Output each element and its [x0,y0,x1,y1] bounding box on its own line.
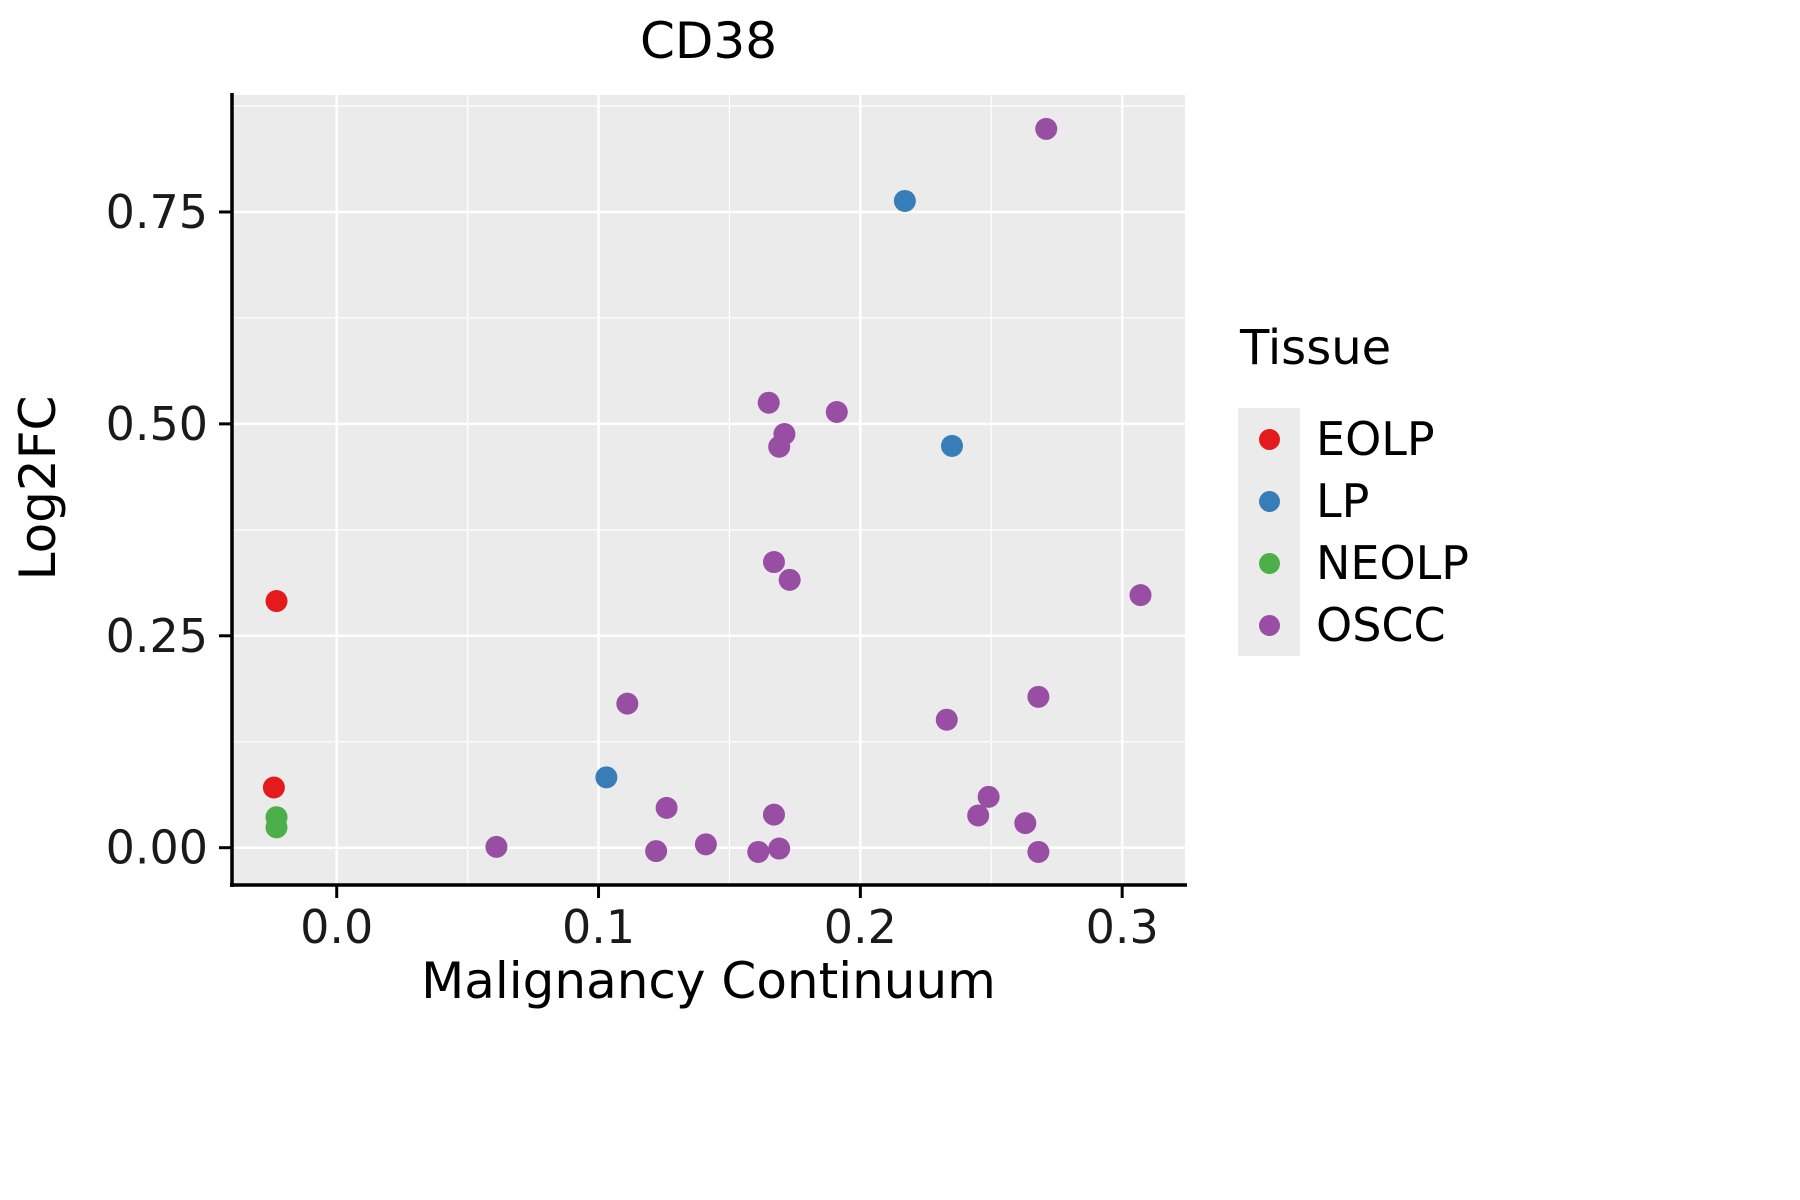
y-tick-label: 0.75 [106,185,208,239]
legend-key [1238,408,1300,470]
data-point-oscc [773,423,796,446]
chart-title: CD38 [639,12,778,70]
x-tick-label: 0.2 [824,900,897,954]
data-point-oscc [935,708,958,731]
legend-key [1238,532,1300,594]
legend-item-lp: LP [1238,470,1469,532]
data-point-oscc [762,551,785,574]
data-point-eolp [262,776,285,799]
data-point-oscc [1027,685,1050,708]
legend-item-label: EOLP [1316,412,1435,466]
data-point-oscc [967,804,990,827]
legend-item-label: NEOLP [1316,536,1470,590]
data-point-oscc [485,835,508,858]
plot-panel [232,95,1185,885]
legend-items: EOLP LP NEOLP OSCC [1238,408,1469,656]
legend-dot-icon [1258,428,1280,450]
data-point-lp [595,766,618,789]
y-tick-label: 0.00 [106,821,208,875]
data-point-oscc [757,391,780,414]
data-point-oscc [1035,117,1058,140]
data-point-oscc [977,785,1000,808]
legend-dot-icon [1258,614,1280,636]
legend-item-label: LP [1316,474,1370,528]
x-tick-label: 0.0 [300,900,373,954]
data-point-eolp [265,590,288,613]
legend-dot-icon [1258,552,1280,574]
data-point-oscc [655,796,678,819]
data-point-oscc [778,568,801,591]
x-axis-label: Malignancy Continuum [421,952,996,1010]
legend-item-eolp: EOLP [1238,408,1469,470]
data-point-oscc [1129,584,1152,607]
legend-key [1238,470,1300,532]
legend-item-label: OSCC [1316,598,1446,652]
legend-title: Tissue [1240,320,1392,376]
legend-item-oscc: OSCC [1238,594,1469,656]
x-tick-label: 0.3 [1086,900,1159,954]
data-point-oscc [768,837,791,860]
data-point-lp [893,189,916,212]
legend-item-neolp: NEOLP [1238,532,1469,594]
x-tick-label: 0.1 [562,900,635,954]
legend: Tissue EOLP LP NEOLP OSCC [1238,320,1469,656]
data-point-oscc [1014,812,1037,835]
y-tick-label: 0.25 [106,609,208,663]
data-point-oscc [616,692,639,715]
legend-key [1238,594,1300,656]
data-point-neolp [265,816,288,839]
data-point-oscc [747,840,770,863]
data-point-oscc [1027,840,1050,863]
data-point-oscc [762,803,785,826]
legend-dot-icon [1258,490,1280,512]
data-point-lp [940,434,963,457]
data-point-oscc [694,833,717,856]
y-tick-label: 0.50 [106,397,208,451]
data-point-oscc [825,401,848,424]
data-point-oscc [645,840,668,863]
